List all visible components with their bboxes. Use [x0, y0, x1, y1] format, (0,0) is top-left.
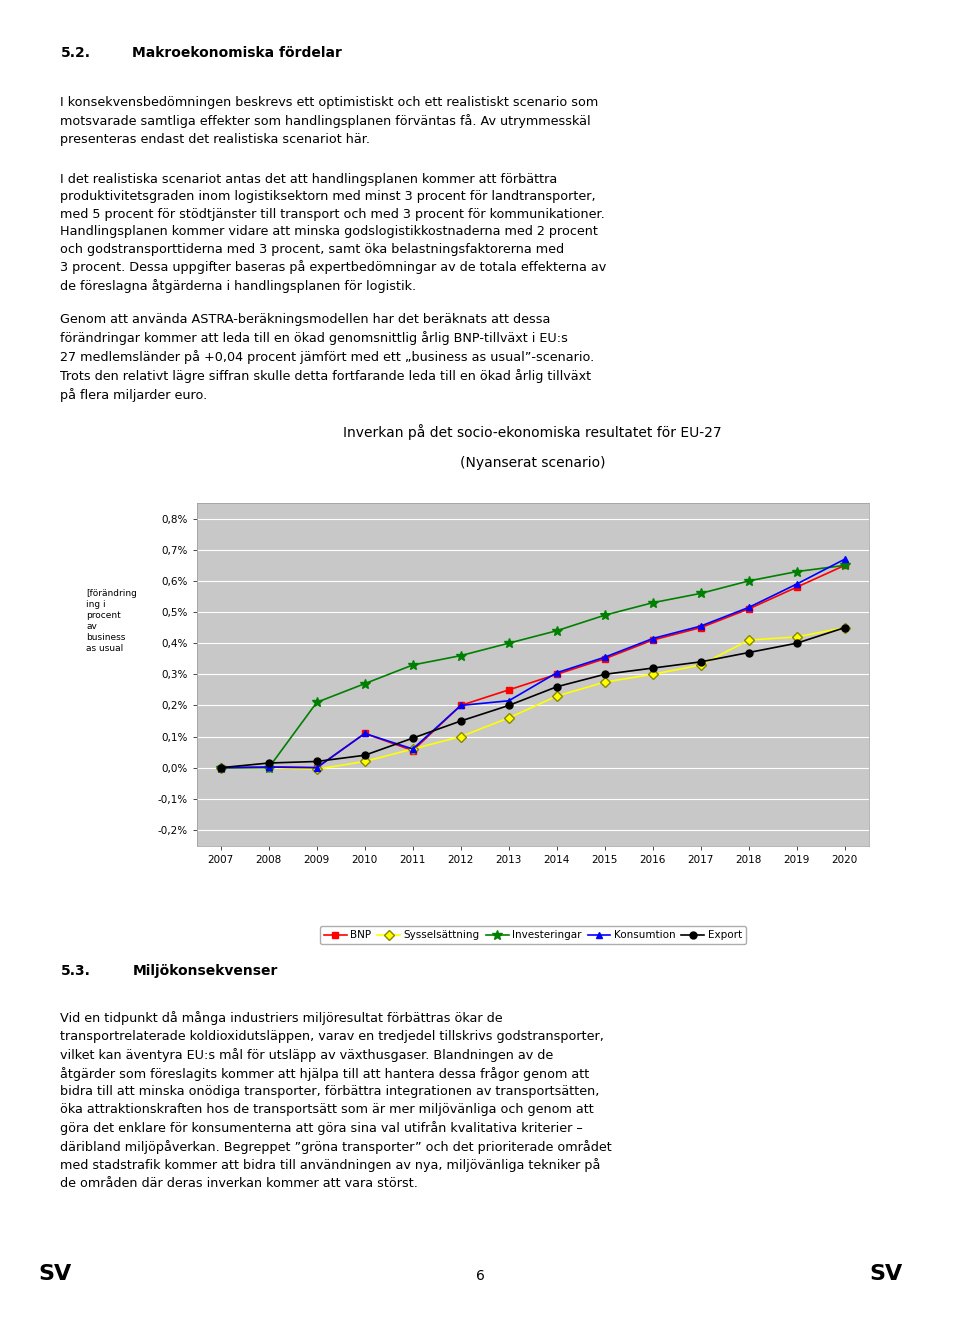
Export [647, 660, 659, 676]
Sysselsättning [599, 674, 611, 690]
Konsumtion [743, 599, 755, 615]
BNP [695, 620, 707, 636]
Line: Konsumtion: Konsumtion [217, 556, 849, 772]
BNP [359, 726, 371, 741]
Text: Vid en tidpunkt då många industriers miljöresultat förbättras ökar de
transportr: Vid en tidpunkt då många industriers mil… [60, 1011, 612, 1191]
Text: 5.2.: 5.2. [60, 46, 90, 61]
Text: I konsekvensbedömningen beskrevs ett optimistiskt och ett realistiskt scenario s: I konsekvensbedömningen beskrevs ett opt… [60, 96, 599, 146]
BNP [503, 682, 515, 698]
Konsumtion [839, 552, 851, 568]
Sysselsättning [311, 761, 323, 777]
Investeringar [839, 557, 851, 573]
Investeringar [215, 760, 227, 776]
Konsumtion [599, 649, 611, 665]
Line: Export: Export [217, 624, 849, 772]
Export [791, 635, 803, 651]
Sysselsättning [743, 632, 755, 648]
BNP [215, 760, 227, 776]
Investeringar [455, 648, 467, 664]
Konsumtion [551, 665, 563, 681]
Konsumtion [695, 618, 707, 633]
Text: (Nyanserat scenario): (Nyanserat scenario) [460, 456, 606, 470]
Konsumtion [311, 760, 323, 776]
Text: 6: 6 [475, 1270, 485, 1283]
Konsumtion [407, 741, 419, 757]
BNP [311, 760, 323, 776]
Export [215, 760, 227, 776]
Export [407, 730, 419, 745]
Sysselsättning [263, 760, 275, 776]
Sysselsättning [695, 657, 707, 673]
Sysselsättning [503, 710, 515, 726]
BNP [791, 579, 803, 595]
Sysselsättning [839, 620, 851, 636]
Sysselsättning [359, 753, 371, 769]
Text: Makroekonomiska fördelar: Makroekonomiska fördelar [132, 46, 343, 61]
Text: I det realistiska scenariot antas det att handlingsplanen kommer att förbättra
p: I det realistiska scenariot antas det at… [60, 173, 607, 294]
Investeringar [791, 564, 803, 579]
Konsumtion [503, 693, 515, 709]
Investeringar [407, 657, 419, 673]
Text: Inverkan på det socio-ekonomiska resultatet för EU-27: Inverkan på det socio-ekonomiska resulta… [344, 424, 722, 440]
Line: Sysselsättning: Sysselsättning [217, 624, 849, 773]
Sysselsättning [407, 741, 419, 757]
BNP [599, 651, 611, 666]
Text: SV: SV [869, 1264, 902, 1284]
Legend: BNP, Sysselsättning, Investeringar, Konsumtion, Export: BNP, Sysselsättning, Investeringar, Kons… [320, 926, 746, 944]
Export [311, 753, 323, 769]
Konsumtion [647, 631, 659, 647]
Text: Miljökonsekvenser: Miljökonsekvenser [132, 964, 277, 979]
Line: BNP: BNP [217, 562, 849, 772]
Export [743, 644, 755, 660]
Export [503, 698, 515, 714]
BNP [263, 759, 275, 774]
Sysselsättning [215, 760, 227, 776]
Konsumtion [263, 759, 275, 774]
Export [551, 678, 563, 694]
Investeringar [743, 573, 755, 589]
BNP [455, 698, 467, 714]
Investeringar [311, 694, 323, 710]
Sysselsättning [647, 666, 659, 682]
Sysselsättning [791, 630, 803, 645]
Sysselsättning [455, 728, 467, 744]
BNP [743, 601, 755, 616]
Investeringar [359, 676, 371, 691]
Line: Investeringar: Investeringar [216, 561, 850, 773]
Konsumtion [791, 576, 803, 591]
Export [359, 747, 371, 763]
Export [599, 666, 611, 682]
Text: 5.3.: 5.3. [60, 964, 90, 979]
Investeringar [599, 607, 611, 623]
Investeringar [695, 586, 707, 602]
Investeringar [263, 760, 275, 776]
BNP [839, 557, 851, 573]
Text: SV: SV [38, 1264, 72, 1284]
BNP [407, 743, 419, 759]
Konsumtion [215, 760, 227, 776]
Text: Genom att använda ASTRA-beräkningsmodellen har det beräknats att dessa
förändrin: Genom att använda ASTRA-beräkningsmodell… [60, 313, 595, 402]
Investeringar [503, 635, 515, 651]
Export [839, 620, 851, 636]
Investeringar [551, 623, 563, 639]
Investeringar [647, 595, 659, 611]
BNP [551, 666, 563, 682]
Export [455, 712, 467, 728]
Export [263, 755, 275, 770]
Konsumtion [359, 726, 371, 741]
Konsumtion [455, 698, 467, 714]
Sysselsättning [551, 689, 563, 705]
BNP [647, 632, 659, 648]
Text: [förändring
ing i
procent
av
business
as usual: [förändring ing i procent av business as… [86, 589, 137, 653]
Export [695, 655, 707, 670]
